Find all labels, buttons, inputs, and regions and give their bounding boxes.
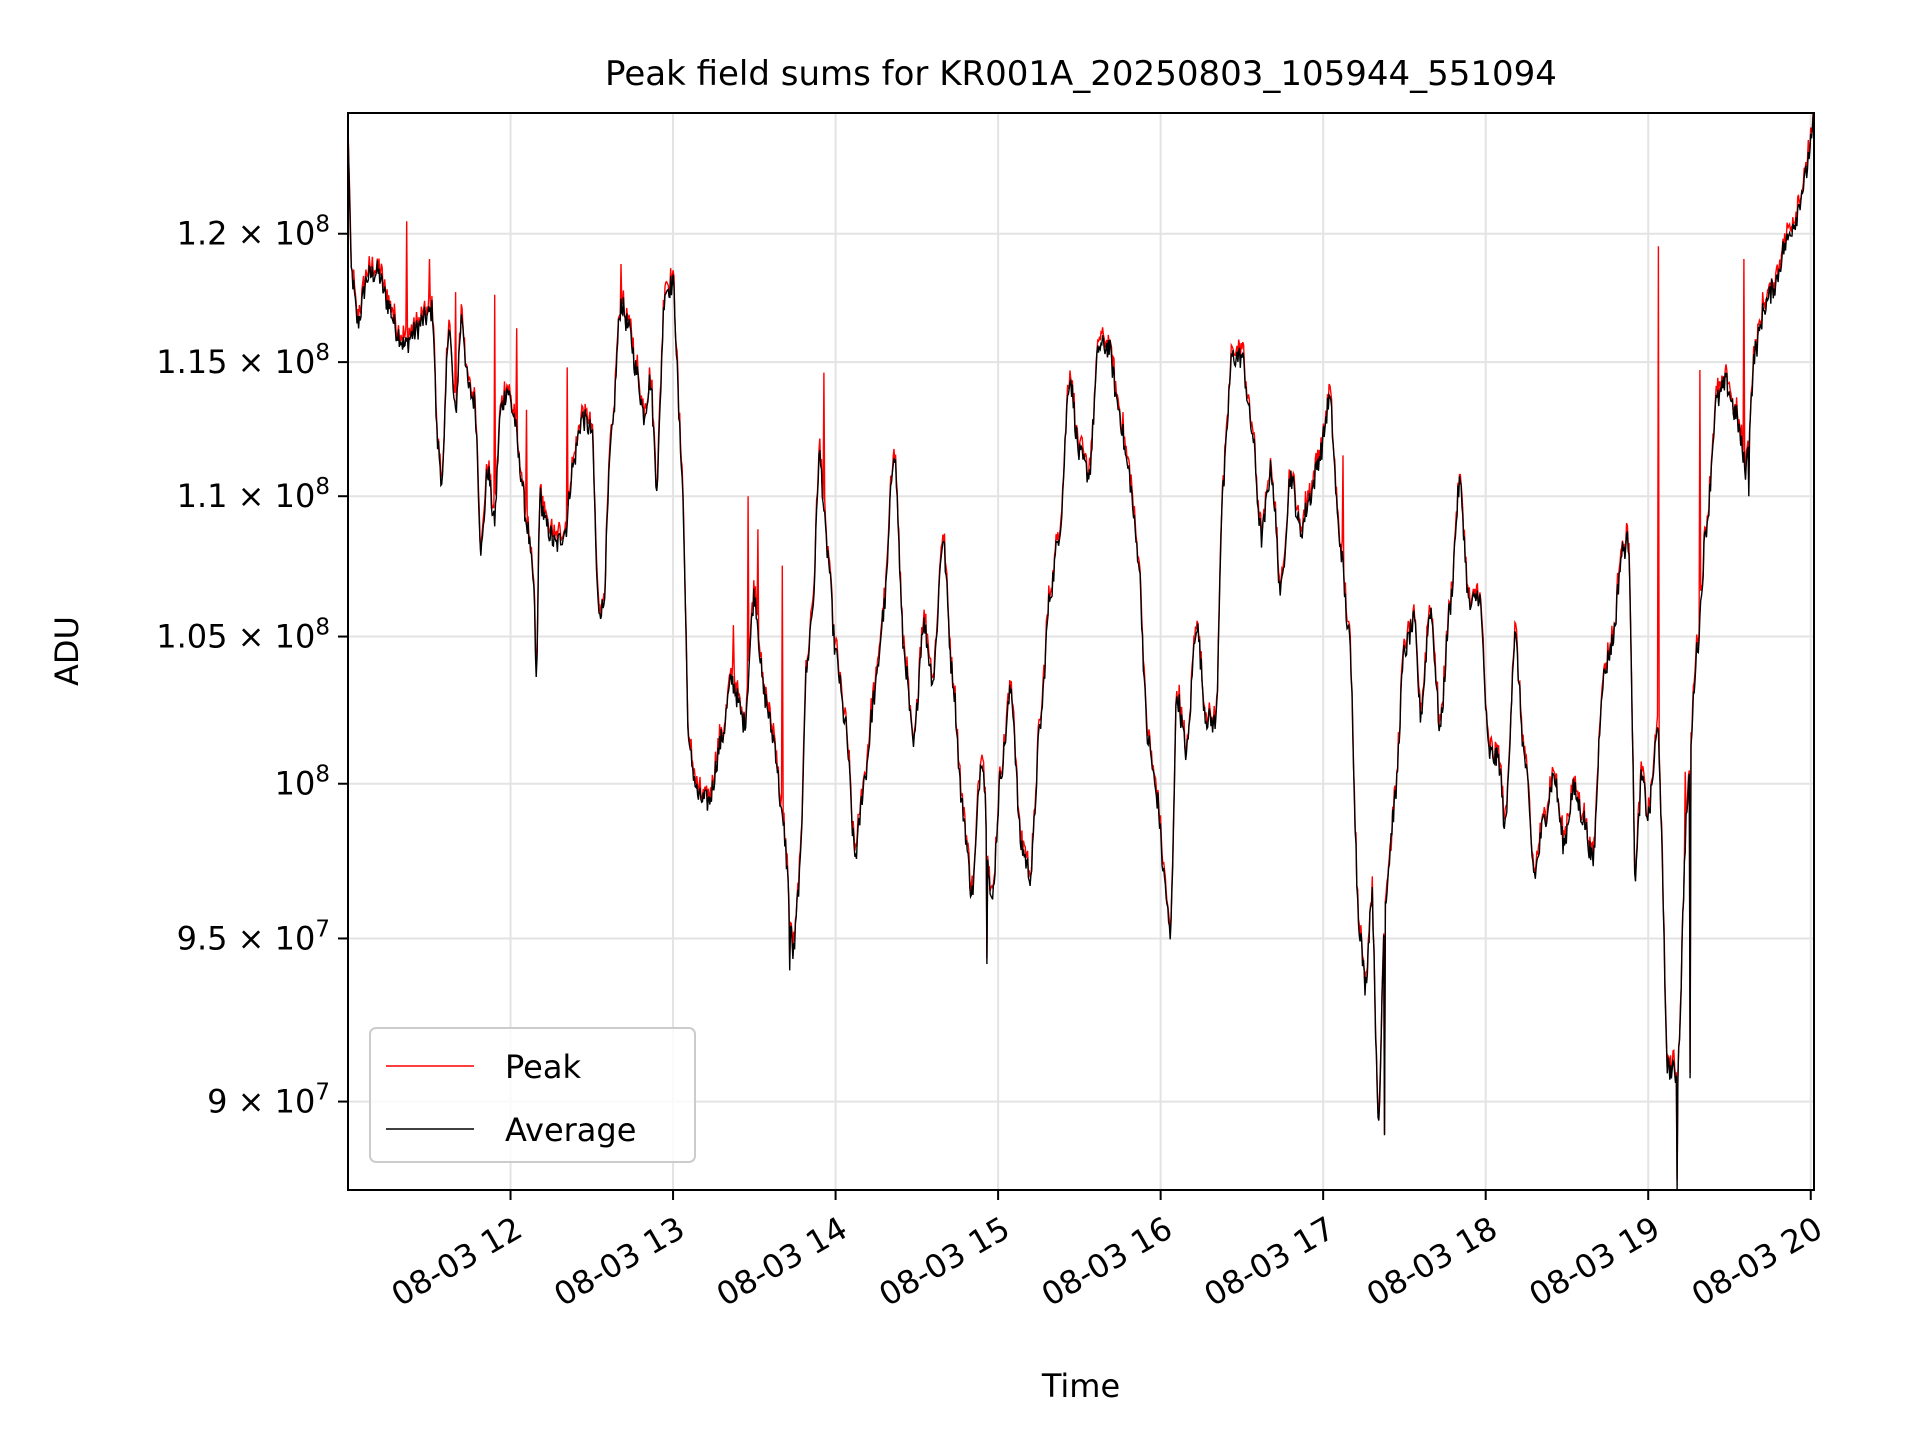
- y-axis: 9 × 107 9.5 × 107 108 1.05 × 108 1.1 × 108 1.…: [156, 212, 348, 1121]
- y-axis-label: ADU: [48, 616, 86, 686]
- series-layer: [348, 113, 1814, 1190]
- x-axis-label: Time: [1041, 1367, 1120, 1405]
- y-tick-label: 9 × 107: [207, 1080, 330, 1121]
- legend: Peak Average: [369, 1027, 696, 1163]
- legend-peak-label: Peak: [505, 1048, 581, 1086]
- y-tick-label: 1.1 × 108: [177, 474, 330, 515]
- chart-title: Peak field sums for KR001A_20250803_1059…: [605, 54, 1557, 94]
- y-tick-label: 1.15 × 108: [156, 340, 330, 381]
- plot-frame: [347, 112, 1815, 1191]
- average-series-line: [348, 113, 1814, 1190]
- y-tick-label: 9.5 × 107: [177, 916, 330, 957]
- y-tick-label: 1.2 × 108: [177, 212, 330, 253]
- y-tick-label: 108: [275, 762, 330, 803]
- grid-lines: [348, 113, 1814, 1190]
- y-tick-label: 1.05 × 108: [156, 615, 330, 656]
- legend-average-label: Average: [505, 1111, 636, 1149]
